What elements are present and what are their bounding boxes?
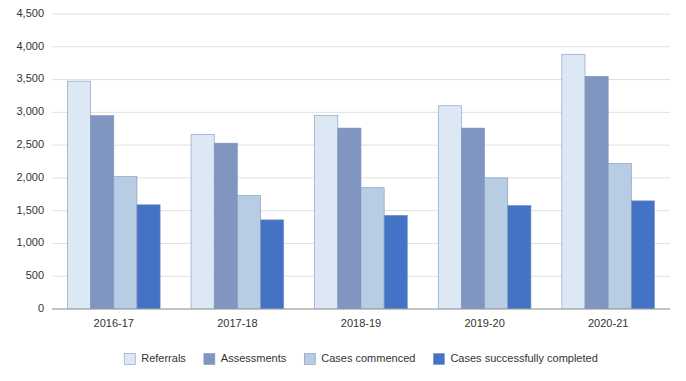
bar <box>508 205 531 309</box>
x-axis-line <box>52 309 670 310</box>
legend-label: Referrals <box>141 352 186 364</box>
bar <box>315 116 338 309</box>
legend-swatch <box>124 354 135 365</box>
grid-line <box>52 14 670 15</box>
bar <box>485 178 508 309</box>
bar <box>91 116 114 309</box>
legend: Referrals Assessments Cases commenced Cases… <box>124 352 598 365</box>
bars <box>67 54 654 309</box>
x-tick-label: 2017-18 <box>217 317 257 329</box>
y-tick-label: 500 <box>26 269 44 281</box>
chart-container: 0 500 1,000 1,500 2,000 2,500 3,000 3,500 4,000 4… <box>0 0 686 381</box>
y-tick-label: 4,000 <box>16 40 44 52</box>
bar <box>261 220 284 309</box>
chart: 0 500 1,000 1,500 2,000 2,500 3,000 3,500 4,000 4… <box>0 0 686 381</box>
grid-line <box>52 46 670 47</box>
bar <box>562 54 585 309</box>
series <box>91 76 609 309</box>
bar <box>191 134 214 309</box>
legend-item: Cases successfully completed <box>433 352 597 365</box>
bar <box>608 163 631 309</box>
bar <box>631 201 654 309</box>
x-tick-label: 2020-21 <box>588 317 628 329</box>
legend-item: Cases commenced <box>304 352 415 365</box>
bar <box>137 205 160 309</box>
grid <box>52 14 670 309</box>
y-tick-label: 2,500 <box>16 138 44 150</box>
legend-swatch <box>433 354 444 365</box>
y-tick-label: 1,500 <box>16 204 44 216</box>
y-tick-label: 2,000 <box>16 171 44 183</box>
y-tick-label: 1,000 <box>16 236 44 248</box>
bar <box>361 188 384 309</box>
legend-swatch <box>204 354 215 365</box>
series <box>114 163 632 309</box>
bar <box>237 196 260 309</box>
bar <box>338 128 361 309</box>
x-tick-label: 2019-20 <box>464 317 504 329</box>
legend-label: Cases commenced <box>321 352 415 364</box>
series <box>137 201 655 309</box>
legend-item: Referrals <box>124 352 186 365</box>
y-tick-label: 4,500 <box>16 7 44 19</box>
bar <box>585 76 608 309</box>
x-tick-label: 2016-17 <box>94 317 134 329</box>
y-tick-label: 0 <box>38 302 44 314</box>
series <box>67 54 585 309</box>
bar <box>67 81 90 309</box>
legend-label: Cases successfully completed <box>450 352 597 364</box>
x-tick-label: 2018-19 <box>341 317 381 329</box>
legend-swatch <box>304 354 315 365</box>
bar <box>384 215 407 309</box>
bar <box>461 128 484 309</box>
legend-label: Assessments <box>221 352 287 364</box>
grid-line <box>52 309 670 310</box>
bar <box>438 106 461 309</box>
bar <box>214 143 237 309</box>
x-axis: 2016-17 2017-18 2018-19 2019-20 2020-21 <box>52 309 670 329</box>
y-tick-label: 3,500 <box>16 72 44 84</box>
bar <box>114 177 137 309</box>
legend-item: Assessments <box>204 352 287 365</box>
y-axis: 0 500 1,000 1,500 2,000 2,500 3,000 3,500 4,000 4… <box>16 7 44 314</box>
y-tick-label: 3,000 <box>16 105 44 117</box>
